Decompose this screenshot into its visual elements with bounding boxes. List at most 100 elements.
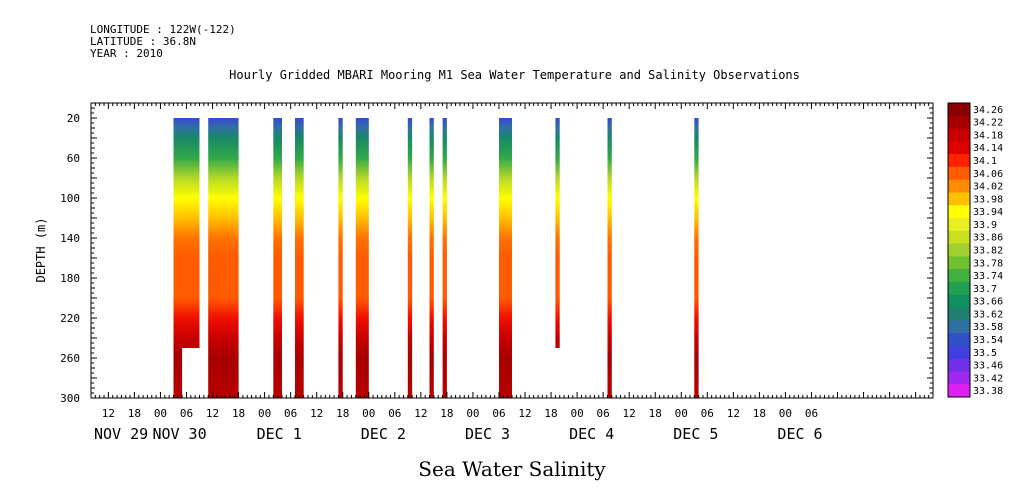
data-segment [607, 118, 612, 398]
colorbar-label: 33.42 [973, 373, 1003, 384]
x-tick-label: 06 [597, 407, 610, 420]
colorbar-cell [948, 115, 970, 129]
x-day-label: DEC 1 [257, 425, 302, 443]
location-info: LONGITUDE : 122W(-122) LATITUDE : 36.8N … [90, 24, 236, 60]
colorbar-label: 33.62 [973, 309, 1003, 320]
x-tick-label: 00 [258, 407, 271, 420]
x-tick-label: 06 [701, 407, 714, 420]
x-tick-label: 00 [154, 407, 167, 420]
colorbar-label: 34.1 [973, 156, 997, 167]
colorbar-cell [948, 154, 970, 168]
colorbar-label: 34.26 [973, 105, 1003, 116]
colorbar-label: 33.38 [973, 386, 1003, 397]
colorbar-cell [948, 345, 970, 360]
colorbar-cell [948, 243, 970, 257]
x-tick-label: 12 [414, 407, 427, 420]
x-tick-label: 00 [779, 407, 792, 420]
x-tick-label: 18 [336, 407, 349, 420]
y-tick-label: 100 [60, 192, 80, 205]
colorbar-cell [948, 128, 970, 142]
x-tick-label: 00 [570, 407, 583, 420]
colorbar-cell [948, 205, 970, 219]
colorbar-label: 33.54 [973, 335, 1003, 346]
colorbar-label: 33.82 [973, 246, 1003, 257]
colorbar-cell [948, 192, 970, 206]
data-segment [295, 118, 304, 398]
colorbar-cell [948, 230, 970, 245]
colorbar-label: 34.18 [973, 131, 1003, 142]
x-day-label: DEC 2 [361, 425, 406, 443]
x-tick-label: 18 [544, 407, 557, 420]
latitude-label: LATITUDE : 36.8N [90, 35, 196, 48]
data-gap [182, 348, 200, 399]
x-tick-label: 12 [102, 407, 115, 420]
colorbar-label: 34.06 [973, 169, 1003, 180]
y-tick-label: 60 [67, 152, 80, 165]
colorbar-cell [948, 141, 970, 155]
x-day-label: NOV 29 [94, 425, 148, 443]
colorbar-cell [948, 320, 970, 334]
data-segment [429, 118, 434, 398]
axes: 12 18 00 06 12 18 00 06 12 18 00 06 12 18 00 06 12 18 00 06… [60, 102, 934, 443]
colorbar-cell [948, 179, 970, 193]
x-tick-label: 06 [284, 407, 297, 420]
colorbar-label: 33.9 [973, 220, 997, 231]
y-axis-label: DEPTH (m) [34, 217, 48, 282]
data-segment [442, 118, 447, 398]
x-tick-label: 06 [388, 407, 401, 420]
colorbar-label: 33.7 [973, 284, 997, 295]
x-tick-label: 18 [232, 407, 245, 420]
colorbar-cell [948, 218, 970, 232]
x-day-label: DEC 3 [465, 425, 510, 443]
colorbar-label: 34.02 [973, 182, 1003, 193]
y-tick-label: 140 [60, 232, 80, 245]
colorbar-cell [948, 281, 970, 296]
x-tick-label: 18 [753, 407, 766, 420]
x-axis-label: Sea Water Salinity [418, 457, 606, 481]
colorbar-label: 33.98 [973, 194, 1003, 205]
data-segment [499, 118, 512, 398]
x-tick-label: 06 [805, 407, 818, 420]
colorbar-cell [948, 333, 970, 347]
colorbar-label: 33.58 [973, 322, 1003, 333]
year-label: YEAR : 2010 [90, 47, 163, 60]
x-tick-label: 06 [492, 407, 505, 420]
x-tick-label: 18 [649, 407, 662, 420]
colorbar-label: 33.86 [973, 233, 1003, 244]
colorbar-cell [948, 358, 970, 372]
data-segment [355, 118, 369, 398]
colorbar-label: 33.46 [973, 361, 1003, 372]
colorbar-cell [948, 269, 970, 283]
colorbar-cell [948, 166, 970, 181]
colorbar-label: 34.22 [973, 118, 1003, 129]
x-tick-label: 00 [466, 407, 479, 420]
data-segment [555, 118, 560, 348]
chart-title: Hourly Gridded MBARI Mooring M1 Sea Wate… [229, 68, 800, 82]
colorbar-cell [948, 103, 970, 117]
colorbar-cell [948, 371, 970, 385]
x-tick-label: 18 [440, 407, 453, 420]
y-tick-label: 220 [60, 312, 80, 325]
y-tick-label: 20 [67, 112, 80, 125]
x-tick-label: 00 [362, 407, 375, 420]
colorbar-cell [948, 307, 970, 321]
x-day-label: NOV 30 [152, 425, 206, 443]
x-tick-label: 12 [623, 407, 636, 420]
x-tick-label: 12 [206, 407, 219, 420]
colorbar-label: 33.5 [973, 348, 997, 359]
colorbar-label: 34.14 [973, 143, 1003, 154]
y-tick-label: 260 [60, 352, 80, 365]
x-tick-label: 18 [128, 407, 141, 420]
data-segment [273, 118, 282, 398]
y-tick-label: 180 [60, 272, 80, 285]
x-tick-label: 06 [180, 407, 193, 420]
x-tick-label: 12 [310, 407, 323, 420]
x-tick-label: 12 [727, 407, 740, 420]
x-tick-label: 00 [675, 407, 688, 420]
colorbar-cell [948, 384, 970, 398]
colorbar-label: 33.66 [973, 297, 1003, 308]
colorbar-cell [948, 256, 970, 270]
data-segments [173, 118, 699, 399]
colorbar-label: 33.78 [973, 258, 1003, 269]
